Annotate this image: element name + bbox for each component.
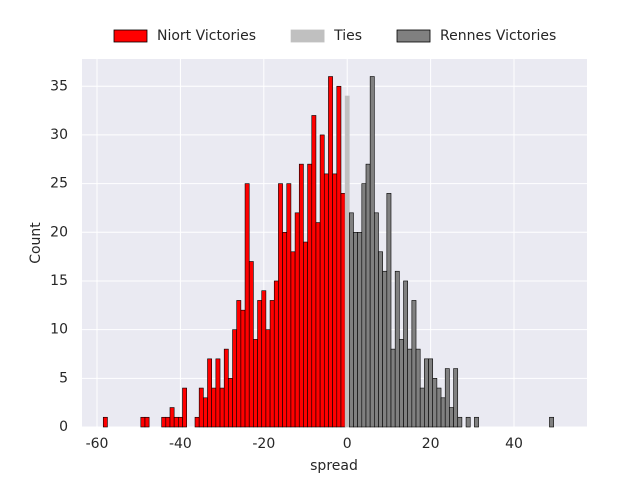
bar	[436, 387, 442, 428]
bar	[298, 163, 304, 428]
bar	[315, 222, 321, 428]
x-tick-label: 0	[343, 436, 352, 452]
bar	[428, 358, 434, 428]
bar	[194, 416, 200, 428]
x-axis-label: spread	[310, 458, 358, 474]
bar	[415, 348, 421, 428]
x-tick-label: -60	[86, 436, 109, 452]
bar	[248, 261, 254, 428]
bar	[282, 231, 288, 428]
legend-swatch	[113, 29, 148, 43]
bar	[207, 358, 212, 428]
y-tick-label: 30	[50, 127, 68, 143]
bar	[474, 416, 479, 428]
y-axis-label: Count	[28, 222, 44, 264]
bar	[165, 416, 171, 428]
bar	[361, 183, 367, 428]
bar	[303, 241, 308, 428]
x-tick-label: -20	[252, 436, 275, 452]
bar	[549, 416, 554, 428]
bar	[294, 212, 300, 428]
bar	[365, 163, 371, 428]
bar	[407, 348, 413, 428]
bar	[453, 368, 459, 428]
bar	[173, 416, 179, 428]
legend-swatch	[396, 29, 431, 43]
bar	[198, 387, 204, 428]
x-tick-label: 20	[422, 436, 440, 452]
bar	[424, 358, 429, 428]
bar	[411, 300, 417, 428]
bar	[290, 251, 296, 428]
bar	[261, 290, 267, 428]
bar	[178, 416, 183, 428]
bar	[378, 251, 383, 428]
bar	[253, 339, 258, 428]
bar	[144, 416, 150, 428]
bar	[369, 76, 375, 428]
bar	[323, 173, 329, 428]
x-tick-label: 40	[505, 436, 523, 452]
bar	[236, 300, 242, 428]
bar	[349, 212, 354, 428]
bar	[307, 163, 313, 428]
legend-label: Ties	[333, 28, 362, 44]
bar	[328, 76, 333, 428]
bar	[215, 358, 221, 428]
bar	[223, 348, 229, 428]
bar	[228, 378, 233, 428]
bar	[240, 309, 246, 428]
bar	[278, 183, 283, 428]
bar	[319, 134, 325, 428]
bar	[161, 416, 167, 428]
legend-swatch	[290, 29, 325, 43]
bar	[257, 300, 263, 428]
bar	[244, 183, 250, 428]
bar	[440, 397, 446, 428]
bar	[403, 280, 408, 428]
bar	[269, 300, 275, 428]
y-tick-label: 25	[50, 176, 68, 192]
bar	[382, 270, 388, 428]
bar	[286, 183, 292, 428]
bar	[182, 387, 187, 428]
bar	[465, 416, 471, 428]
legend-label: Rennes Victories	[440, 28, 556, 44]
bar	[374, 212, 379, 428]
y-tick-label: 20	[50, 224, 68, 240]
bar	[340, 193, 346, 428]
bar	[399, 339, 404, 428]
bar	[102, 416, 108, 428]
bar	[169, 407, 175, 428]
bar	[444, 368, 450, 428]
bar	[394, 270, 400, 428]
y-tick-label: 15	[50, 273, 68, 289]
bar	[357, 231, 363, 428]
bar	[386, 193, 392, 428]
bar	[140, 416, 146, 428]
y-tick-label: 5	[59, 370, 68, 386]
y-tick-label: 0	[59, 419, 68, 435]
bar	[311, 115, 317, 428]
y-tick-label: 35	[50, 78, 68, 94]
bar	[265, 329, 271, 428]
bar	[353, 231, 358, 428]
bar	[211, 387, 217, 428]
bar	[432, 378, 438, 428]
bar	[232, 329, 238, 428]
bar	[390, 348, 396, 428]
bar	[203, 397, 208, 428]
bar	[419, 387, 425, 428]
bar	[219, 387, 225, 428]
bar	[449, 407, 454, 428]
legend-label: Niort Victories	[157, 28, 256, 44]
bar	[273, 280, 279, 428]
y-tick-label: 10	[50, 322, 68, 338]
bar	[336, 85, 342, 428]
x-tick-label: -40	[169, 436, 192, 452]
bar	[457, 416, 463, 428]
bar	[344, 95, 350, 428]
bar	[332, 173, 338, 428]
